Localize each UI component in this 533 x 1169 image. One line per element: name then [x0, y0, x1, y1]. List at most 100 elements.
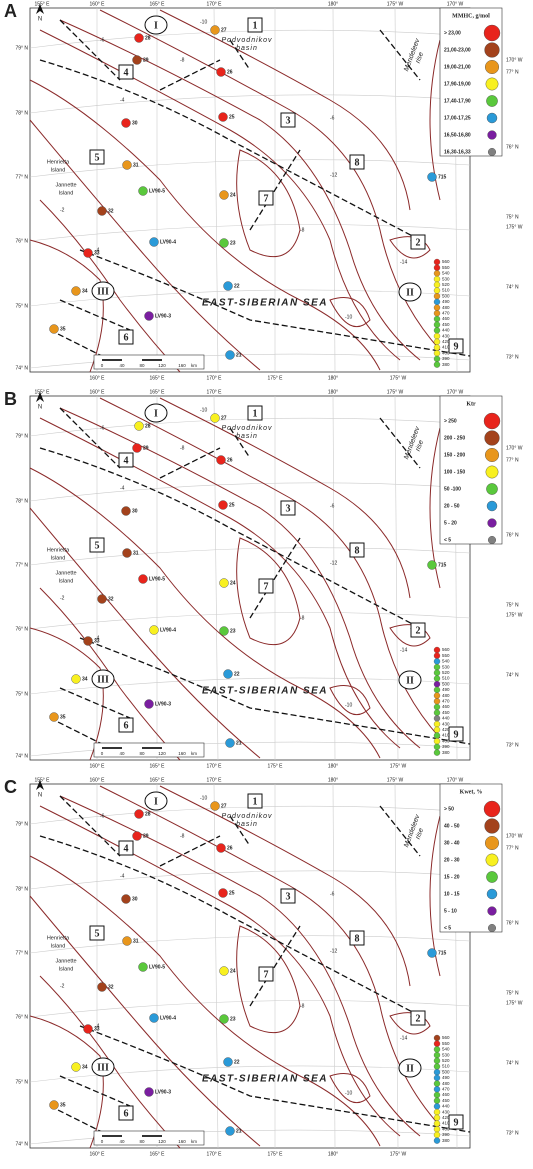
core-sample: [433, 692, 441, 699]
zone-box: [448, 338, 464, 354]
core-sample: [433, 1126, 441, 1133]
station-label: LV90-3: [155, 313, 171, 319]
lon-label: 165° E: [149, 777, 165, 783]
contour-label: -8: [180, 833, 185, 839]
station-marker: [121, 506, 131, 516]
legend-swatch: [485, 77, 499, 91]
zone-number: 3: [286, 891, 291, 902]
legend-swatch: [484, 42, 500, 58]
depth-label: 480: [442, 1081, 450, 1086]
scale-label: 40: [119, 751, 125, 756]
edge-label: 175° W: [506, 612, 523, 618]
lat-label: 79° N: [15, 821, 28, 827]
station-marker: [210, 801, 220, 811]
legend-swatch: [486, 871, 498, 883]
lon-label: 165° E: [149, 1151, 165, 1157]
region-circle: [91, 281, 115, 301]
depth-label: 420: [442, 339, 450, 344]
lon-label: 180°: [328, 777, 338, 783]
legend-swatch: [484, 430, 500, 446]
station-marker: [97, 982, 107, 992]
legend-label: 16,30-16,33: [444, 149, 471, 155]
depth-label: 540: [442, 1047, 450, 1052]
scale-label: 160: [178, 751, 186, 756]
scale-label: 160: [178, 363, 186, 368]
region-numeral: I: [154, 20, 158, 31]
station-label: LV90-4: [160, 627, 176, 633]
depth-label: 510: [442, 288, 450, 293]
depth-label: 480: [442, 693, 450, 698]
core-sample: [433, 1103, 441, 1110]
zone-box: [410, 622, 426, 638]
island-name: Island: [59, 190, 74, 196]
core-sample: [433, 663, 441, 671]
map-base: [29, 391, 471, 761]
contour-label: -6: [330, 891, 335, 897]
core-sample: [433, 298, 441, 306]
legend-label: 17,90-19,00: [444, 81, 471, 87]
lon-label: 180°: [328, 763, 338, 769]
lon-label: 160° E: [89, 777, 105, 783]
station-marker: [218, 500, 228, 510]
depth-label: 410: [442, 345, 450, 350]
map-base: [29, 3, 471, 373]
contour-label: -8: [300, 615, 305, 621]
station-label: LV90-4: [160, 1015, 176, 1021]
core-sample: [433, 258, 441, 266]
depth-label: 480: [442, 305, 450, 310]
station-marker: [219, 1014, 229, 1024]
basin-name: basin: [236, 821, 258, 828]
core-sample: [433, 315, 441, 323]
contour-label: -4: [120, 485, 125, 491]
zone-number: 9: [454, 729, 459, 740]
depth-label: 460: [442, 316, 450, 321]
edge-label: 75° N: [506, 214, 519, 220]
contour-label: -8: [180, 57, 185, 63]
basin-name: Podvodnikov: [221, 813, 272, 820]
scale-label: 80: [139, 751, 145, 756]
depth-label: 400: [442, 738, 450, 743]
legend-label: 16,50-16,80: [444, 132, 471, 138]
region-circle: [398, 282, 422, 302]
lon-label: 175° W: [387, 1, 404, 7]
scale-label: 80: [139, 363, 145, 368]
contour-label: -12: [330, 172, 337, 178]
north-label: N: [38, 793, 42, 799]
zone-box: [410, 234, 426, 250]
station-marker: [49, 324, 59, 334]
lon-label: 170° E: [206, 375, 222, 381]
core-sample: [433, 652, 441, 659]
lon-label: 175° E: [267, 1151, 283, 1157]
core-sample: [433, 1074, 441, 1082]
lon-label: 170° W: [447, 389, 464, 395]
core-sample: [433, 310, 441, 317]
core-sample: [433, 698, 441, 705]
depth-label: 470: [442, 1086, 450, 1091]
depth-label: 500: [442, 293, 450, 298]
core-sample: [433, 715, 441, 722]
region-numeral: II: [406, 1063, 414, 1074]
station-marker: [71, 674, 81, 684]
zone-box: [280, 500, 296, 516]
lon-label: 160° E: [89, 1151, 105, 1157]
lon-label: 170° E: [206, 777, 222, 783]
legend-swatch: [483, 412, 501, 430]
zone-number: 4: [124, 67, 129, 78]
station-label: 34: [82, 1064, 88, 1070]
edge-label: 73° N: [506, 354, 519, 360]
edge-label: 74° N: [506, 672, 519, 678]
legend-label: 17,00-17,25: [444, 115, 471, 121]
station-marker: [219, 626, 229, 636]
depth-label: 560: [442, 259, 450, 264]
legend-title: MMHC, g/mol: [452, 13, 490, 19]
lon-label: 165° E: [149, 389, 165, 395]
legend-label: 21,00-23,00: [444, 47, 471, 53]
region-numeral: III: [97, 674, 109, 685]
station-marker: [216, 67, 226, 77]
legend-swatch: [483, 24, 501, 42]
station-label: LV90-5: [149, 188, 165, 194]
station-label: 31: [133, 550, 139, 556]
depth-label: 530: [442, 664, 450, 669]
station-label: 25: [229, 114, 235, 120]
contour-label: -6: [330, 503, 335, 509]
